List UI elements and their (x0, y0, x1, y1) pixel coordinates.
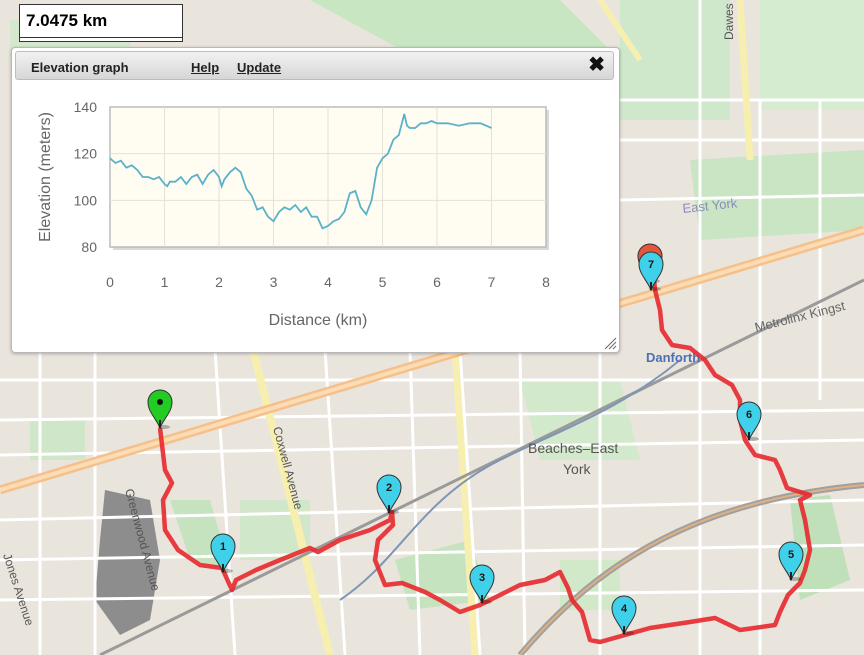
waypoint-label: 6 (746, 409, 752, 421)
waypoint-label: 4 (621, 603, 628, 615)
x-tick-label: 5 (379, 274, 387, 290)
waypoint-label: 3 (479, 572, 485, 584)
x-tick-label: 0 (106, 274, 114, 290)
waypoint-marker-7[interactable]: 7 (638, 251, 664, 292)
y-tick-label: 100 (74, 192, 98, 208)
label-dawes: Dawes (722, 3, 736, 40)
y-axis-label: Elevation (meters) (37, 112, 54, 242)
waypoint-label: 2 (386, 482, 392, 494)
main-avenues (249, 0, 754, 655)
route-line (157, 257, 813, 645)
update-link[interactable]: Update (237, 60, 282, 75)
x-tick-label: 1 (161, 274, 169, 290)
distance-value: 7.0475 km (26, 11, 108, 30)
elevation-panel-header[interactable]: Elevation graph Help Update ✖ (15, 51, 614, 80)
y-tick-label: 140 (74, 99, 98, 115)
start-pin-icon[interactable] (147, 389, 173, 430)
y-tick-label: 120 (74, 146, 98, 162)
waypoint-marker-4[interactable]: 4 (611, 595, 637, 636)
waypoint-marker-5[interactable]: 5 (778, 541, 804, 582)
route-markers[interactable]: 1 2 3 4 5 6 7 (147, 243, 804, 636)
waypoint-marker-1[interactable]: 1 (210, 533, 236, 574)
waypoint-marker-6[interactable]: 6 (736, 401, 762, 442)
label-danforth: Danforth (646, 350, 700, 365)
x-axis-label: Distance (km) (269, 312, 368, 329)
resize-handle-icon[interactable] (603, 336, 617, 350)
label-york: York (563, 461, 592, 477)
elevation-panel: Elevation graph Help Update ✖ 0 1 2 3 4 5 6 7 8 8… (11, 47, 620, 353)
waypoint-marker-3[interactable]: 3 (469, 564, 495, 605)
waypoint-label: 7 (648, 259, 654, 271)
distance-display: 7.0475 km (19, 4, 183, 38)
waypoint-label: 5 (788, 549, 794, 561)
x-tick-label: 6 (433, 274, 441, 290)
elevation-series-line (109, 113, 492, 230)
elevation-chart: 0 1 2 3 4 5 6 7 8 80 100 120 140 Distance (km) Elevati… (37, 99, 550, 329)
label-east-york: East York (682, 195, 739, 216)
close-icon[interactable]: ✖ (588, 54, 605, 76)
x-tick-label: 4 (324, 274, 332, 290)
x-tick-label: 3 (270, 274, 278, 290)
distance-display-tail (19, 38, 183, 42)
x-tick-label: 2 (215, 274, 223, 290)
label-beaches-east: Beaches–East (528, 440, 618, 456)
waypoint-label: 1 (220, 541, 226, 553)
x-tick-label: 8 (542, 274, 550, 290)
y-tick-label: 80 (81, 239, 97, 255)
elevation-panel-title: Elevation graph (31, 60, 129, 75)
waypoint-marker-2[interactable]: 2 (376, 474, 402, 515)
x-tick-label: 7 (488, 274, 496, 290)
help-link[interactable]: Help (191, 60, 220, 75)
